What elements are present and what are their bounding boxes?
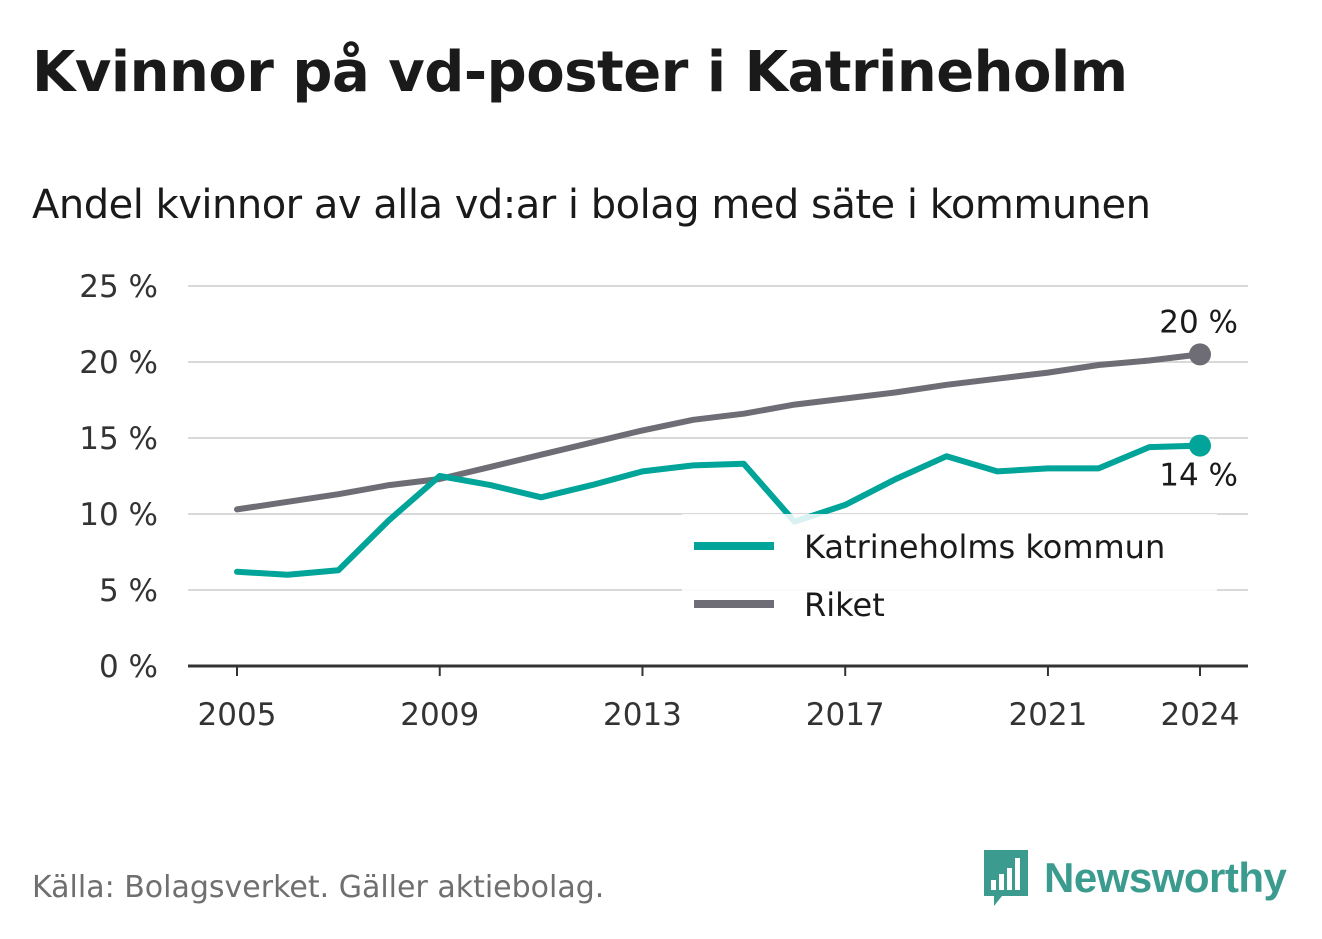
x-axis: 2005 2009 2013 2017 2021 2024: [188, 664, 1248, 733]
end-point-kommun: [1189, 434, 1211, 457]
end-label-kommun: 14 %: [1159, 458, 1238, 494]
y-tick-label: 0 %: [99, 649, 158, 685]
y-tick-label: 10 %: [79, 497, 158, 533]
brand-name: Newsworthy: [1044, 854, 1287, 901]
x-tick-label: 2021: [1008, 697, 1087, 733]
x-tick-label: 2024: [1161, 697, 1240, 733]
brand-logo[interactable]: Newsworthy: [980, 848, 1287, 908]
y-axis-tick-labels: 0 % 5 % 10 % 15 % 20 % 25 %: [79, 269, 158, 685]
y-tick-label: 20 %: [79, 345, 158, 381]
x-tick-label: 2009: [400, 697, 479, 733]
y-tick-label: 25 %: [79, 269, 158, 305]
y-tick-label: 15 %: [79, 421, 158, 457]
legend-label: Riket: [804, 586, 885, 624]
end-label-riket: 20 %: [1159, 304, 1238, 340]
legend-label: Katrineholms kommun: [804, 528, 1165, 566]
y-tick-label: 5 %: [99, 573, 158, 609]
x-tick-label: 2005: [198, 697, 277, 733]
x-tick-label: 2017: [806, 697, 885, 733]
end-labels: 20 % 14 %: [1159, 304, 1238, 493]
chart-title: Kvinnor på vd-poster i Katrineholm: [32, 40, 1128, 105]
series-lines: [234, 343, 1211, 578]
series-line-riket: [234, 351, 1203, 513]
end-point-riket: [1189, 343, 1211, 366]
series-line-kommun: [234, 442, 1203, 578]
chart-subtitle: Andel kvinnor av alla vd:ar i bolag med …: [32, 182, 1151, 228]
x-tick-label: 2013: [603, 697, 682, 733]
source-note: Källa: Bolagsverket. Gäller aktiebolag.: [32, 870, 605, 905]
newsworthy-bar-chart-icon: [984, 850, 1028, 906]
legend: Katrineholms kommun Riket: [682, 514, 1217, 626]
